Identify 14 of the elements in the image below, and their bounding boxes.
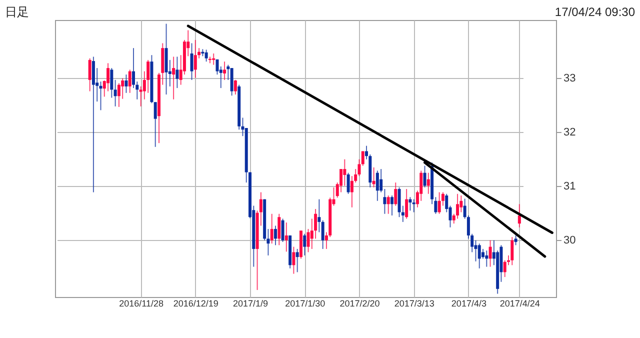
x-tick-label: 2017/1/30 — [285, 298, 326, 308]
x-tick-label: 2017/3/13 — [394, 298, 434, 308]
x-tick-label: 2017/4/3 — [451, 298, 486, 308]
y-tick-label: 33 — [564, 72, 576, 84]
x-tick-label: 2016/11/28 — [119, 298, 164, 308]
y-tick-label: 30 — [564, 234, 576, 246]
text: 17/04/24 09:30 — [554, 5, 636, 19]
x-tick-label: 2016/12/19 — [173, 298, 218, 308]
text: 日足 — [5, 5, 29, 19]
x-tick-label: 2017/2/20 — [340, 298, 380, 308]
y-tick-label: 32 — [564, 126, 576, 138]
x-tick-label: 2017/4/24 — [500, 298, 540, 308]
y-tick-label: 31 — [564, 180, 576, 192]
x-tick-label: 2017/1/9 — [232, 298, 268, 308]
